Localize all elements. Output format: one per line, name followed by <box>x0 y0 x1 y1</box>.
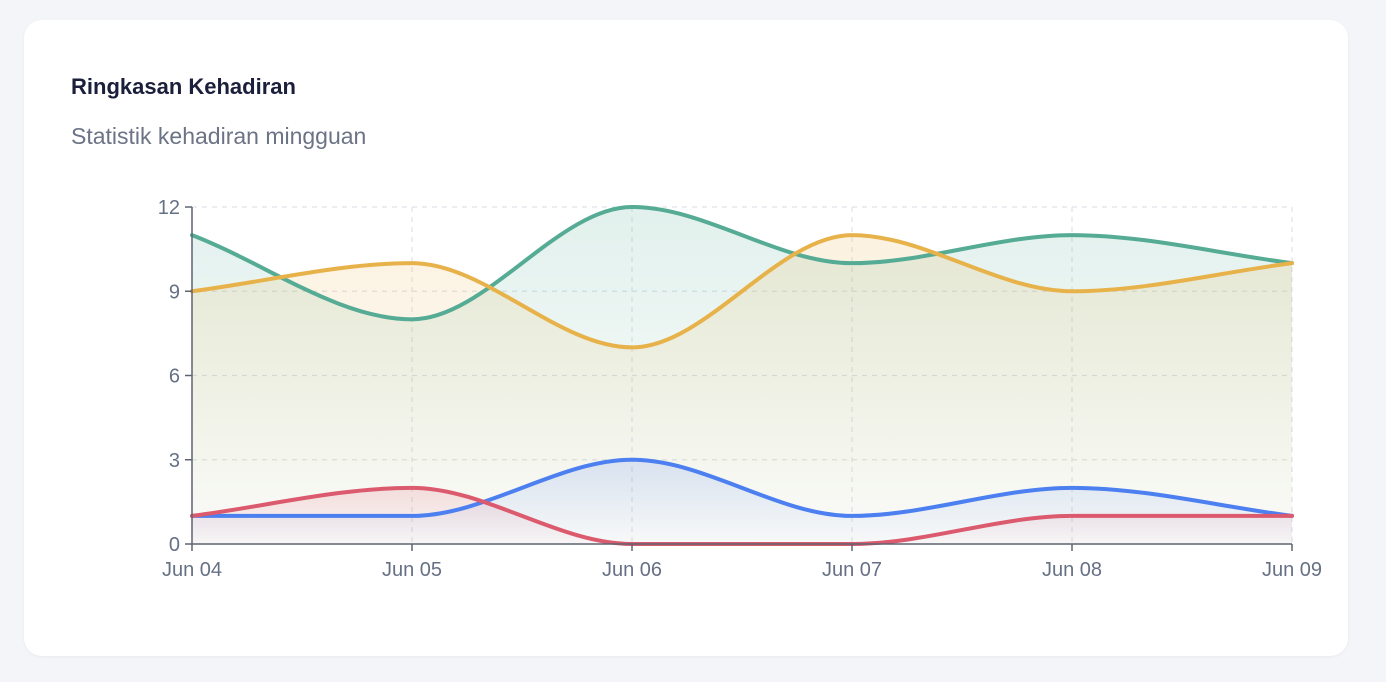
y-tick-label: 3 <box>169 450 180 472</box>
card-title: Ringkasan Kehadiran <box>71 74 296 99</box>
series-line-1 <box>190 233 1294 350</box>
x-tick-label: Jun 08 <box>1042 559 1102 581</box>
y-tick-label: 9 <box>169 281 180 303</box>
series-area-3 <box>192 487 1292 544</box>
x-tick-label: Jun 07 <box>822 559 882 581</box>
area-fills <box>192 207 1292 544</box>
x-tick-label: Jun 04 <box>162 559 222 581</box>
series-area-1 <box>192 235 1292 544</box>
x-tick-label: Jun 09 <box>1262 559 1322 581</box>
y-tick-label: 0 <box>169 534 180 556</box>
y-tick-label: 12 <box>158 197 180 219</box>
card-subtitle: Statistik kehadiran mingguan <box>71 123 367 149</box>
series-line-2 <box>190 457 1294 518</box>
series-line-0 <box>190 205 1294 322</box>
x-tick-label: Jun 05 <box>382 559 442 581</box>
x-tick-label: Jun 06 <box>602 559 662 581</box>
y-tick-label: 6 <box>169 366 180 388</box>
